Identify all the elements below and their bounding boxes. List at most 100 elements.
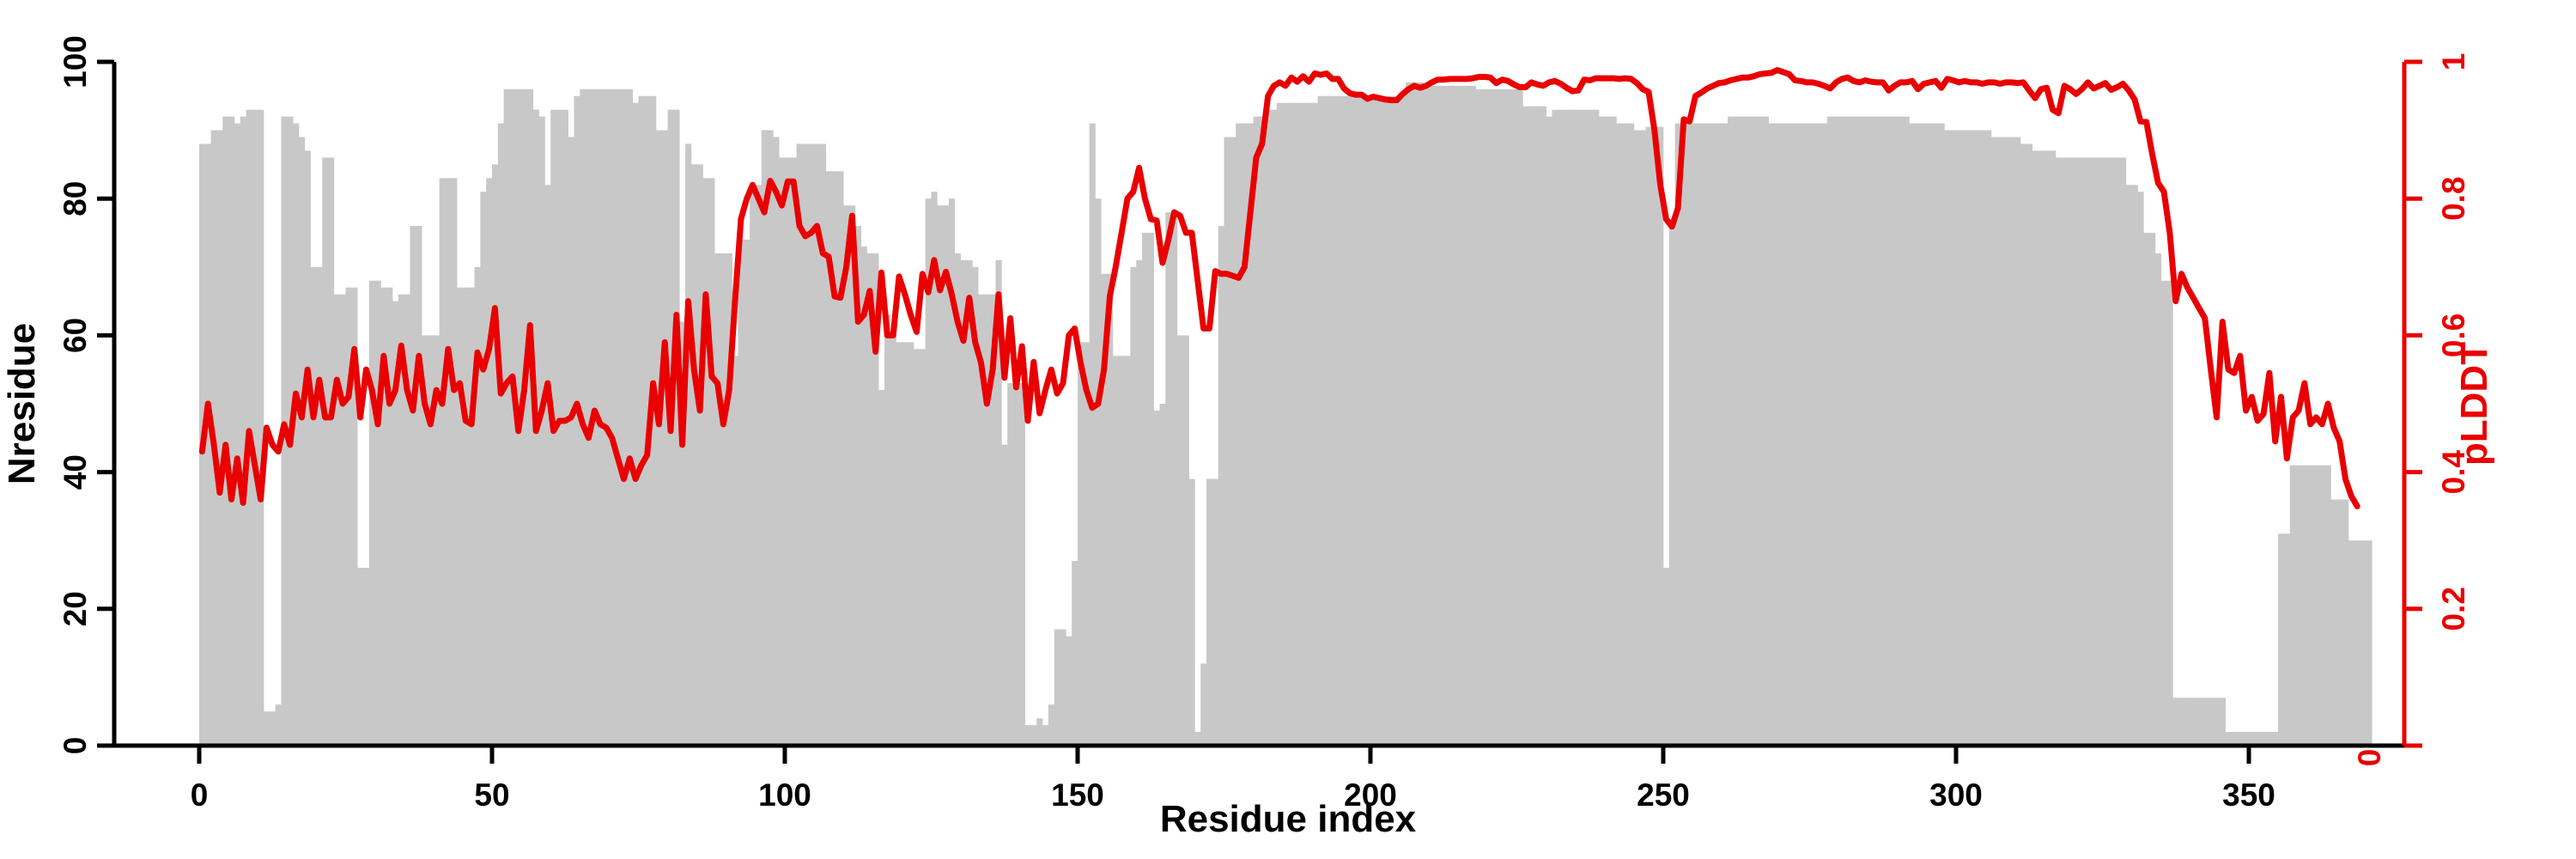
bar [204,143,211,746]
bar [1212,478,1219,746]
bar [328,157,335,746]
bar [948,198,956,746]
bar [2360,540,2366,746]
bar [761,130,768,746]
axes [112,62,2415,748]
bar [860,246,867,746]
bar [2342,499,2349,746]
bar [1493,88,1500,746]
bar [234,123,241,746]
bar [1874,116,1880,746]
bar [1821,123,1828,746]
bar [1288,102,1295,746]
bar [1593,109,1600,746]
bar [726,253,732,746]
bar [1932,123,1939,746]
bar [1575,109,1582,746]
bar [696,164,703,746]
bar [2196,698,2202,746]
bar [333,294,341,746]
bar [1305,102,1313,746]
bar [1358,95,1365,746]
bar [1704,123,1710,746]
bar [1686,123,1693,746]
bar [1329,95,1336,746]
bar [462,287,470,746]
tick-labels: 0 20 40 60 80 100 0 50 100 150 200 250 300 350 0 0.2 0.4… [58,35,2471,813]
bar [1973,130,1980,746]
bar [1107,273,1114,746]
bar [1862,116,1869,746]
bar [931,192,938,746]
bar [854,226,862,746]
bar [1728,116,1735,746]
bar [2225,732,2232,746]
bar [492,164,499,746]
bar [1950,130,1957,746]
bar [1224,137,1230,746]
bar [1112,356,1120,746]
bar [521,88,528,746]
bar [2002,137,2009,746]
bar [1024,725,1031,746]
bar [486,178,493,746]
bar [1142,233,1149,746]
bar [2366,540,2372,746]
bar [1182,335,1189,746]
bar [1236,123,1242,746]
bar [1803,123,1810,746]
bar [983,294,991,746]
bar [2214,698,2221,746]
bar [914,349,920,746]
bar [445,178,452,746]
bar [474,266,481,746]
bar [1886,116,1893,746]
bar [480,192,487,746]
bar [1967,130,1974,746]
bar [2079,157,2086,746]
bar [632,102,639,746]
bar [849,205,856,746]
bar [1622,123,1629,746]
bar [2143,233,2150,746]
bar [2172,698,2179,746]
bar [1405,82,1413,746]
bar [1956,130,1963,746]
bar [1101,273,1108,746]
bar [1832,116,1839,746]
bar [1792,123,1799,746]
bar [1487,88,1494,746]
bar [960,259,967,746]
bar [750,185,756,746]
bar [1435,85,1442,746]
bar [269,711,276,746]
bar [2149,233,2156,746]
bar [2266,732,2273,746]
bar [386,287,393,746]
bar [1692,123,1699,746]
bar [1522,106,1529,746]
bar [902,342,908,746]
bar [785,157,792,746]
bar [978,294,985,746]
bar [380,287,387,746]
bar [1060,629,1066,746]
bar [1083,342,1090,746]
bar [1510,88,1517,746]
bar [1147,233,1155,746]
bar [1868,116,1874,746]
bar [1230,137,1236,746]
bar [738,239,744,746]
bar [2108,157,2115,746]
bar [216,130,223,746]
bar [1587,109,1594,746]
x-tick-label: 300 [1929,777,1983,813]
bar [2008,137,2015,746]
bar [2137,192,2144,746]
bar [1078,342,1084,746]
bar [1188,478,1195,746]
left-axis-title: Nresidue [1,323,43,484]
right-tick-label-zero: 0 [2352,749,2387,767]
bar [1844,116,1851,746]
bar [702,178,709,746]
